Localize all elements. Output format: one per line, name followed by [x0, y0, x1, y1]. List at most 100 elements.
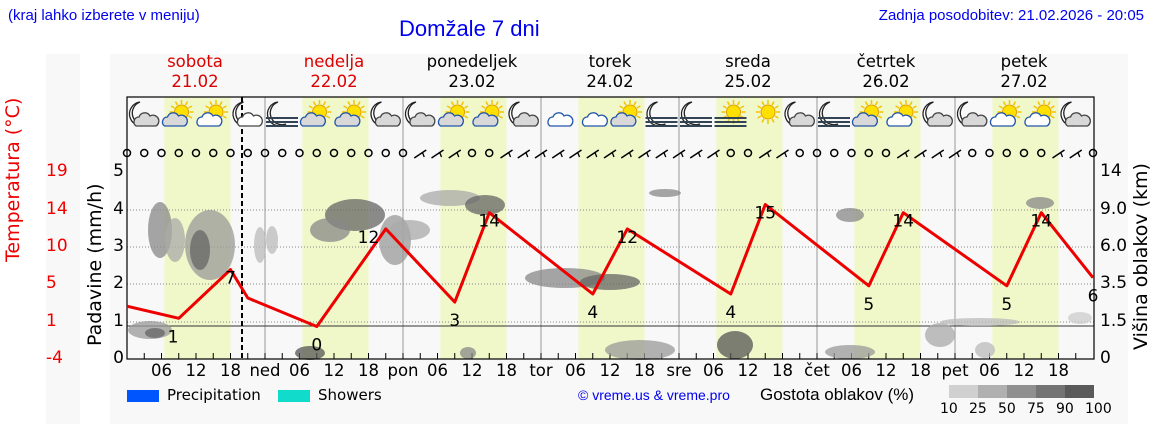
x-tick: 06	[979, 361, 1000, 380]
night-cloudy-icon	[784, 101, 815, 127]
temp-tick: -4	[46, 348, 63, 368]
density-swatch	[1036, 385, 1065, 398]
prec-tick: 1	[113, 311, 124, 331]
temp-value-label: 5	[1001, 295, 1012, 315]
cloud-density-blobs	[128, 189, 1092, 360]
km-tick: 1.5	[1100, 311, 1128, 331]
sun-cloud-small-icon	[1024, 100, 1056, 127]
temp-value-label: 1	[168, 327, 179, 347]
km-tick: 9.0	[1100, 199, 1128, 219]
night-fog-icon	[266, 101, 298, 127]
day-name: petek	[1000, 52, 1048, 71]
x-tick: sre	[666, 361, 692, 380]
km-tick: 6.0	[1100, 236, 1128, 256]
night-cloudy-icon	[404, 101, 436, 127]
day-label-1: nedelja 22.02	[274, 52, 394, 92]
temp-tick: 1	[46, 311, 57, 331]
temp-value-label: 4	[587, 303, 598, 323]
sun-cloud-icon	[161, 100, 194, 127]
x-tick: 12	[323, 361, 345, 380]
km-tick: 3.5	[1100, 273, 1128, 293]
temperature-line	[126, 203, 1095, 328]
day-name: nedelja	[303, 52, 365, 71]
day-label-4: sreda 25.02	[688, 52, 808, 92]
day-label-5: četrtek 26.02	[826, 52, 946, 92]
x-tick: 06	[841, 361, 862, 380]
sun-fog-icon	[714, 100, 747, 127]
cloudy-icon	[547, 112, 574, 127]
x-tick: 06	[565, 361, 586, 380]
day-label-3: torek 24.02	[550, 52, 670, 92]
temp-tick: 10	[46, 236, 68, 256]
day-date: 24.02	[586, 72, 634, 91]
x-tick: 18	[496, 361, 517, 380]
copyright-link[interactable]: © vreme.us & vreme.pro	[578, 387, 730, 403]
temp-value-label: 14	[892, 212, 914, 232]
day-name: sreda	[725, 52, 771, 71]
x-tick: 12	[1013, 361, 1035, 380]
precipitation-legend-label: Precipitation	[167, 386, 261, 404]
night-cloudy-icon	[1060, 101, 1091, 127]
location-hint: (kraj lahko izberete v meniju)	[8, 7, 200, 24]
density-scale-label: 25	[969, 401, 987, 417]
prec-tick: 3	[113, 236, 124, 256]
x-tick: 06	[289, 361, 310, 380]
wind-barbs-row	[122, 148, 1098, 159]
x-tick: 18	[358, 361, 379, 380]
night-fog-icon	[818, 101, 850, 127]
night-cloudy-icon	[128, 101, 160, 127]
temp-value-label: 12	[616, 228, 638, 248]
day-name: torek	[588, 52, 632, 71]
sun-icon	[756, 100, 780, 124]
temp-value-label: 12	[358, 228, 380, 248]
x-tick: 12	[875, 361, 897, 380]
night-cloudy-icon	[922, 101, 953, 127]
density-scale-label: 100	[1085, 401, 1112, 417]
temp-value-label: 14	[1030, 212, 1052, 232]
showers-swatch	[278, 390, 310, 402]
density-swatch	[978, 385, 1007, 398]
chart-frame	[126, 96, 1095, 360]
temp-value-label: 3	[449, 311, 460, 331]
temp-value-label: 6	[1088, 287, 1099, 307]
temp-axis-panel	[46, 54, 80, 424]
x-tick: tor	[529, 361, 553, 380]
x-tick: čet	[804, 361, 830, 380]
density-scale-label: 90	[1056, 401, 1074, 417]
density-scale-label: 10	[940, 401, 958, 417]
night-cloudy-icon	[370, 101, 401, 127]
x-tick: 12	[737, 361, 759, 380]
day-date: 23.02	[448, 72, 496, 91]
density-swatch	[1065, 385, 1094, 398]
prec-tick: 2	[113, 273, 124, 293]
x-tick: 06	[427, 361, 448, 380]
day-date: 22.02	[310, 72, 358, 91]
prec-tick: 5	[113, 161, 124, 181]
precipitation-swatch	[127, 390, 159, 402]
temp-value-label: 4	[725, 303, 736, 323]
km-tick: 0	[1100, 348, 1111, 368]
sun-cloud-icon	[472, 100, 504, 127]
day-date: 27.02	[1000, 72, 1048, 91]
x-tick: 06	[703, 361, 724, 380]
sun-cloud-small-icon	[989, 100, 1022, 127]
temperature-labels: 1 7 0 12 3 14 4 12 4 15 5 14 5 14 6	[168, 204, 1099, 356]
x-tick: pon	[387, 361, 419, 380]
sun-cloud-icon	[851, 100, 884, 127]
sun-cloud-small-icon	[886, 100, 918, 127]
page-title: Domžale 7 dni	[399, 16, 540, 41]
x-tick: 18	[634, 361, 655, 380]
day-name: ponedeljek	[426, 52, 518, 71]
sun-cloud-icon	[610, 100, 642, 127]
x-tick: 12	[599, 361, 621, 380]
night-cloudy-icon	[956, 101, 988, 127]
x-tick: ned	[249, 361, 281, 380]
night-cloud-small-icon	[232, 101, 263, 127]
last-update: Zadnja posodobitev: 21.02.2026 - 20:05	[878, 7, 1144, 24]
prec-tick: 4	[113, 199, 124, 219]
cloud-density-label: Gostota oblakov (%)	[760, 385, 915, 404]
day-date: 25.02	[724, 72, 772, 91]
density-scale-label: 50	[998, 401, 1016, 417]
day-name: sobota	[167, 52, 223, 71]
temp-value-label: 0	[311, 335, 322, 355]
